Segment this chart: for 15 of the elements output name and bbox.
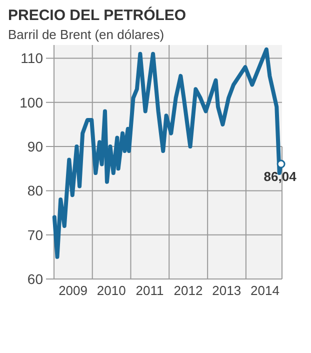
y-tick-label: 110: [20, 50, 44, 66]
x-tick-label: 2010: [96, 283, 126, 298]
x-tick-label: 2011: [136, 283, 164, 298]
x-tick-label: 2014: [250, 283, 280, 298]
y-tick-label: 90: [27, 138, 44, 155]
x-tick-label: 2013: [212, 283, 242, 298]
chart-title: PRECIO DEL PETRÓLEO: [8, 6, 186, 24]
y-tick-label: 100: [20, 94, 44, 110]
annotation: 86,04: [264, 169, 298, 184]
chart-subtitle: Barril de Brent (en dólares): [8, 27, 164, 42]
y-tick-label: 70: [27, 226, 44, 243]
x-tick-label: 2012: [174, 283, 203, 298]
y-tick-label: 80: [27, 182, 44, 199]
x-tick-label: 2009: [58, 283, 88, 298]
y-tick-label: 60: [27, 271, 44, 287]
